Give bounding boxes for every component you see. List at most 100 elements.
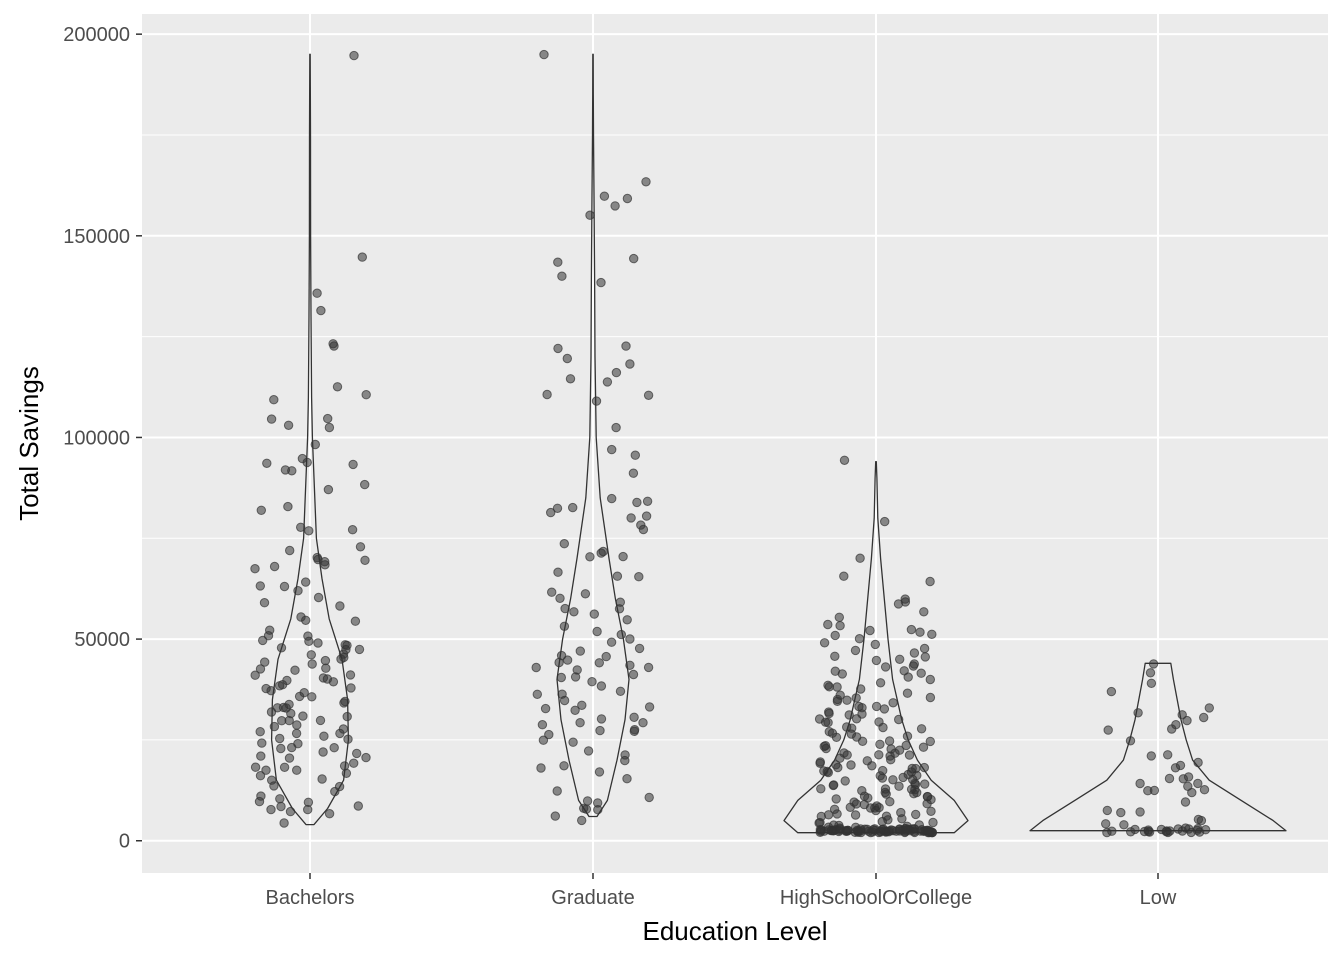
data-point xyxy=(840,776,850,786)
data-point xyxy=(279,581,290,592)
data-point xyxy=(824,682,834,692)
data-point xyxy=(290,665,300,675)
data-point xyxy=(287,742,297,753)
data-point xyxy=(577,815,587,826)
data-point xyxy=(255,771,266,781)
data-point xyxy=(266,707,277,717)
data-point xyxy=(606,637,617,647)
data-point xyxy=(581,804,592,814)
data-point xyxy=(255,664,266,674)
data-point xyxy=(257,738,267,748)
data-point xyxy=(831,732,842,742)
data-point xyxy=(266,414,277,424)
data-point xyxy=(870,803,880,813)
data-point xyxy=(1193,757,1203,768)
data-point xyxy=(269,781,279,791)
data-point xyxy=(901,740,911,751)
data-point xyxy=(642,496,653,506)
data-point xyxy=(328,677,339,687)
data-point xyxy=(911,809,921,820)
data-point xyxy=(1146,678,1157,688)
data-point xyxy=(592,626,602,637)
data-point xyxy=(842,695,852,705)
data-point xyxy=(839,571,849,581)
data-point xyxy=(348,459,358,470)
data-point xyxy=(886,755,896,765)
data-point xyxy=(313,592,324,603)
data-point xyxy=(279,762,290,772)
violin-HighSchoolOrCollege xyxy=(783,460,969,834)
data-point xyxy=(928,817,938,828)
data-point xyxy=(539,49,549,60)
data-point xyxy=(285,545,295,556)
y-tick-label: 200000 xyxy=(63,24,130,46)
data-point xyxy=(878,722,888,733)
data-point xyxy=(256,751,266,761)
data-point xyxy=(816,811,826,822)
data-point xyxy=(361,390,371,400)
data-point xyxy=(888,775,898,785)
data-point xyxy=(275,733,285,744)
data-point xyxy=(835,621,845,631)
data-point xyxy=(611,422,621,433)
data-point xyxy=(559,695,570,706)
data-point xyxy=(610,201,620,211)
data-point xyxy=(601,651,611,662)
data-point xyxy=(261,765,271,775)
data-point xyxy=(306,650,316,660)
data-point xyxy=(553,257,563,267)
data-point xyxy=(254,796,265,807)
data-point xyxy=(896,807,906,818)
data-point xyxy=(537,720,548,730)
data-point xyxy=(844,710,854,720)
data-point xyxy=(361,752,371,763)
violin-Bachelors xyxy=(270,53,350,826)
data-point xyxy=(607,444,617,455)
data-point xyxy=(909,648,920,658)
jitter-points-layer xyxy=(250,49,1215,838)
data-point xyxy=(634,572,644,582)
data-point xyxy=(902,731,913,741)
y-axis-title: Total Savings xyxy=(14,366,44,521)
data-point xyxy=(638,718,648,728)
data-point xyxy=(296,522,306,532)
data-point xyxy=(596,714,607,724)
data-point xyxy=(644,702,655,712)
data-point xyxy=(850,645,861,656)
data-point xyxy=(878,765,888,776)
data-point xyxy=(1192,825,1203,835)
data-point xyxy=(616,629,626,640)
data-point xyxy=(607,493,617,504)
data-point xyxy=(850,810,861,820)
data-point xyxy=(317,774,327,784)
data-point xyxy=(275,794,285,804)
data-point xyxy=(846,760,856,770)
data-point xyxy=(350,616,361,626)
data-point xyxy=(292,765,302,775)
data-point xyxy=(250,564,260,574)
data-point xyxy=(1106,686,1117,697)
data-point xyxy=(260,657,270,667)
data-point xyxy=(546,507,556,518)
y-tick-label: 150000 xyxy=(63,226,130,248)
data-point xyxy=(1101,819,1111,829)
data-point xyxy=(346,683,356,693)
x-tick-label: Bachelors xyxy=(266,887,355,909)
data-point xyxy=(1145,668,1156,678)
data-point xyxy=(304,526,314,536)
data-point xyxy=(915,627,925,637)
data-point xyxy=(855,553,865,563)
data-point xyxy=(902,821,912,831)
data-point xyxy=(276,801,286,812)
data-point xyxy=(857,786,867,796)
data-point xyxy=(641,177,651,187)
data-point xyxy=(554,657,564,668)
data-point xyxy=(854,634,865,644)
data-point xyxy=(830,651,840,661)
data-point xyxy=(550,811,560,821)
data-point xyxy=(570,672,581,682)
data-point xyxy=(880,662,891,672)
data-point xyxy=(629,712,639,722)
data-point xyxy=(823,619,833,630)
data-point xyxy=(319,731,329,741)
